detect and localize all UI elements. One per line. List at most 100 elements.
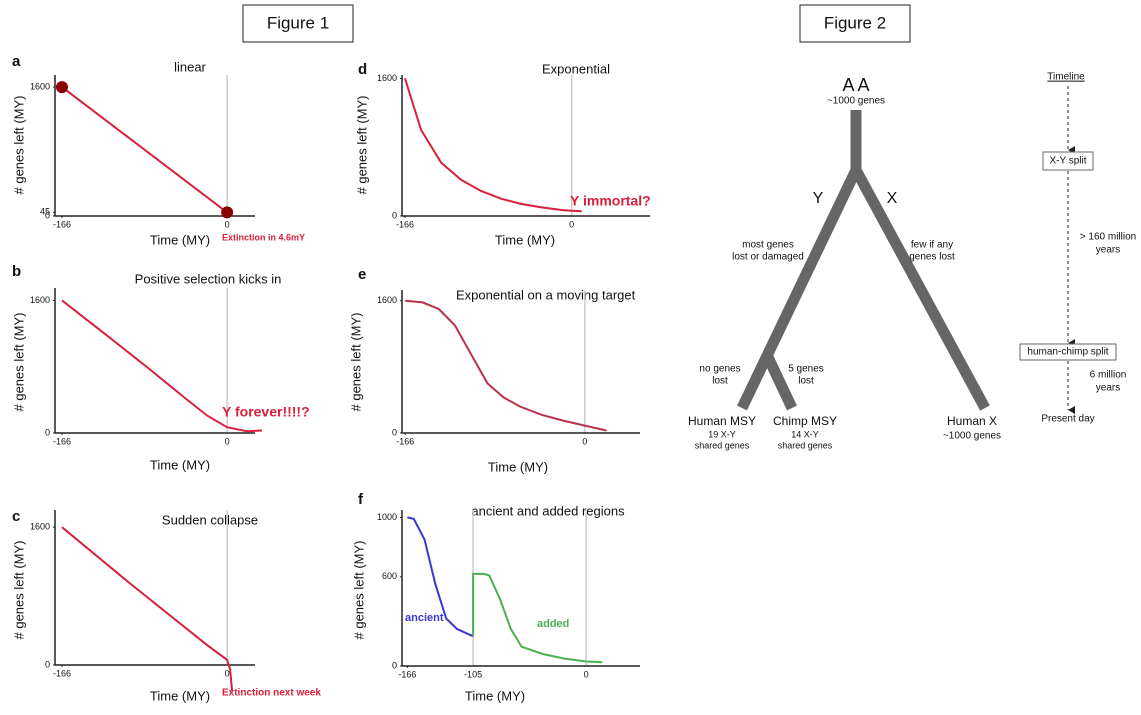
y-tick-label: 0 xyxy=(392,660,397,670)
branch-note: lost xyxy=(712,376,728,387)
leaf-label: Human MSY xyxy=(688,414,756,428)
x-tick-label: 0 xyxy=(582,436,587,446)
y-tick-label: 0 xyxy=(45,659,50,669)
y-tick-label: 1000 xyxy=(377,512,397,522)
branch-note: no genes xyxy=(699,364,740,375)
annotation: Extinction in 4.6mY xyxy=(222,232,305,242)
series-label: added xyxy=(537,618,569,630)
y-tick-label: 0 xyxy=(45,210,50,220)
x-axis-label: Time (MY) xyxy=(465,688,525,703)
series-line xyxy=(61,526,234,691)
panel-letter: b xyxy=(12,263,21,280)
x-axis-label: Time (MY) xyxy=(488,459,548,474)
tree xyxy=(737,110,990,411)
y-axis-label: # genes left (MY) xyxy=(11,541,26,640)
chart-title: Exponential xyxy=(542,61,610,76)
panel-letter: c xyxy=(12,508,20,525)
timeline-interval: > 160 million xyxy=(1080,232,1136,243)
leaf-note: 19 X-Y xyxy=(708,429,736,439)
event-box xyxy=(1042,151,1094,171)
timeline-event: Present day xyxy=(1041,414,1094,425)
y-axis-label: # genes left (MY) xyxy=(348,313,363,412)
y-tick-label: 1600 xyxy=(30,81,50,91)
y-tick-label: 1600 xyxy=(30,522,50,532)
panel-letter: a xyxy=(12,53,21,70)
series-line xyxy=(404,78,582,213)
x-tick-label: 0 xyxy=(225,219,230,229)
event-box xyxy=(1019,343,1117,361)
branch-label: Y xyxy=(813,190,824,207)
y-tick-label: 0 xyxy=(45,427,50,437)
branch-note: most genes xyxy=(742,240,794,251)
figure-title: Figure 1 xyxy=(267,13,329,32)
panel-letter: d xyxy=(358,61,367,78)
x-tick-label: -166 xyxy=(53,436,71,446)
leaf-note: shared genes xyxy=(695,440,750,450)
x-tick-label: -166 xyxy=(53,668,71,678)
y-tick-label: 45 xyxy=(40,207,50,217)
x-tick-label: 0 xyxy=(225,436,230,446)
y-axis-label: # genes left (MY) xyxy=(351,541,366,640)
figure-label-box xyxy=(242,4,354,43)
series-line xyxy=(61,299,263,433)
chart-title: Sudden collapse xyxy=(162,512,258,527)
timeline-interval: 6 million xyxy=(1090,370,1127,381)
x-tick-label: -166 xyxy=(396,436,414,446)
y-tick-label: 0 xyxy=(392,427,397,437)
panel-letter: e xyxy=(358,266,366,283)
y-tick-label: 0 xyxy=(392,210,397,220)
y-tick-label: 1600 xyxy=(30,295,50,305)
timeline-event: X-Y split xyxy=(1049,156,1086,167)
y-tick-label: 1600 xyxy=(377,73,397,83)
timeline-title: Timeline xyxy=(1047,72,1085,83)
marker xyxy=(221,206,234,219)
y-axis-label: # genes left (MY) xyxy=(354,96,369,195)
leaf-label: Human X xyxy=(947,414,997,428)
tree-branch xyxy=(737,167,861,411)
y-axis-label: # genes left (MY) xyxy=(11,313,26,412)
figure-title: Figure 2 xyxy=(824,13,886,32)
branch-note: genes lost xyxy=(909,252,955,263)
x-tick-label: 0 xyxy=(584,669,589,679)
timeline-interval: years xyxy=(1096,383,1120,394)
timeline-event: human-chimp split xyxy=(1027,347,1108,358)
chart-title: linear xyxy=(174,59,206,74)
x-axis-label: Time (MY) xyxy=(150,232,210,247)
series-line xyxy=(407,516,474,638)
root-note: ~1000 genes xyxy=(827,96,885,107)
y-axis-label: # genes left (MY) xyxy=(11,96,26,195)
x-tick-label: -166 xyxy=(396,219,414,229)
y-tick-label: 1600 xyxy=(377,295,397,305)
panel-letter: f xyxy=(358,491,364,508)
x-axis-label: Time (MY) xyxy=(150,457,210,472)
tree-branch xyxy=(851,167,990,411)
annotation: Y immortal? xyxy=(570,193,651,209)
x-tick-label: -105 xyxy=(464,669,482,679)
branch-note: 5 genes xyxy=(788,364,824,375)
y-tick-label: 600 xyxy=(382,571,397,581)
x-tick-label: 0 xyxy=(569,219,574,229)
chart-title: ancient and added regions xyxy=(471,503,625,518)
chart-title: Positive selection kicks in xyxy=(135,271,282,286)
x-axis-label: Time (MY) xyxy=(495,232,555,247)
marker xyxy=(55,81,68,94)
series-line xyxy=(405,299,607,432)
figure-label-box xyxy=(799,4,911,43)
series-line xyxy=(61,86,233,217)
branch-note: lost or damaged xyxy=(732,252,804,263)
branch-label: X xyxy=(887,190,898,207)
branch-note: few if any xyxy=(911,240,953,251)
annotation: Y forever!!!!? xyxy=(222,404,310,420)
timeline-interval: years xyxy=(1096,245,1120,256)
x-tick-label: -166 xyxy=(398,669,416,679)
series-line xyxy=(472,572,603,664)
series-label: ancient xyxy=(405,612,444,624)
leaf-note: shared genes xyxy=(778,440,833,450)
chart-title: Exponential on a moving target xyxy=(456,287,636,302)
branch-note: lost xyxy=(798,376,814,387)
leaf-note: 14 X-Y xyxy=(791,429,819,439)
x-tick-label: 0 xyxy=(225,668,230,678)
leaf-label: Chimp MSY xyxy=(773,414,837,428)
x-tick-label: -166 xyxy=(53,219,71,229)
